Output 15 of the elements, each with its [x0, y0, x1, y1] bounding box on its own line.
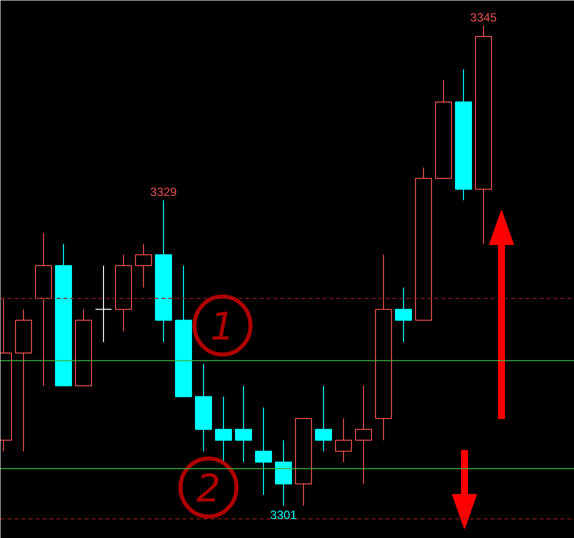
candlestick — [255, 407, 272, 496]
annotation: 3301 — [270, 508, 298, 522]
annotation: 2 — [196, 466, 221, 510]
candlestick — [135, 243, 152, 288]
candlestick — [335, 418, 352, 463]
annotation: 3345 — [470, 10, 498, 25]
candlestick — [275, 440, 292, 506]
candlestick — [355, 385, 372, 484]
annotation: 1 — [210, 304, 235, 348]
candlestick — [315, 385, 332, 452]
candlestick — [395, 287, 412, 343]
candlestick — [235, 385, 252, 463]
candlestick — [215, 396, 232, 463]
annotation: 3329 — [150, 185, 178, 200]
candlestick — [95, 265, 112, 343]
